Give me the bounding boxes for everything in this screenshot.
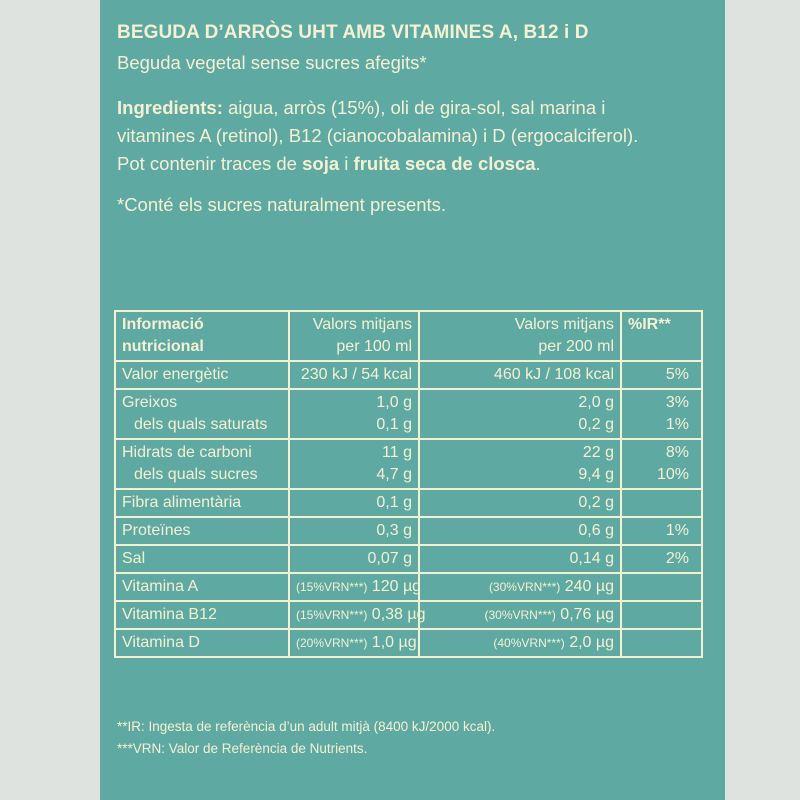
table-row-salt: Sal 0,07 g 0,14 g 2%: [116, 544, 701, 572]
table-footnotes: **IR: Ingesta de referència d’un adult m…: [117, 716, 495, 760]
table-row-vitamin-b12: Vitamina B12 (15%VRN***) 0,38 µg (30%VRN…: [116, 600, 701, 628]
sugar-note: *Conté els sucres naturalment presents.: [117, 194, 447, 215]
table-row-carbs: Hidrats de carboni dels quals sucres 11 g…: [116, 438, 701, 488]
table-row-fat: Greixos dels quals saturats 1,0 g 0,1 g 2,…: [116, 388, 701, 438]
nutrition-table: Informació nutricional Valors mitjans per …: [114, 310, 703, 658]
table-row-vitamin-a: Vitamina A (15%VRN***) 120 µg (30%VRN***…: [116, 572, 701, 600]
table-row-fibre: Fibra alimentària 0,1 g 0,2 g: [116, 488, 701, 516]
product-title: BEGUDA D’ARRÒS UHT AMB VITAMINES A, B12 …: [117, 22, 589, 43]
footnote-vrn: ***VRN: Valor de Referència de Nutrients…: [117, 741, 368, 756]
ingredients-text: Ingredients: aigua, arròs (15%), oli de …: [117, 97, 639, 174]
product-label: BEGUDA D’ARRÒS UHT AMB VITAMINES A, B12 …: [100, 0, 725, 800]
allergen-soja: soja: [302, 153, 340, 174]
table-row-energy: Valor energètic 230 kJ / 54 kcal 460 kJ …: [116, 360, 701, 388]
allergen-nuts: fruita seca de closca: [353, 153, 536, 174]
footnote-ir: **IR: Ingesta de referència d’un adult m…: [117, 719, 496, 734]
table-header-row: Informació nutricional Valors mitjans per …: [116, 312, 701, 360]
ingredients-label: Ingredients:: [117, 97, 223, 118]
table-row-vitamin-d: Vitamina D (20%VRN***) 1,0 µg (40%VRN***…: [116, 628, 701, 656]
product-subtitle: Beguda vegetal sense sucres afegits*: [117, 52, 427, 73]
table-row-protein: Proteïnes 0,3 g 0,6 g 1%: [116, 516, 701, 544]
